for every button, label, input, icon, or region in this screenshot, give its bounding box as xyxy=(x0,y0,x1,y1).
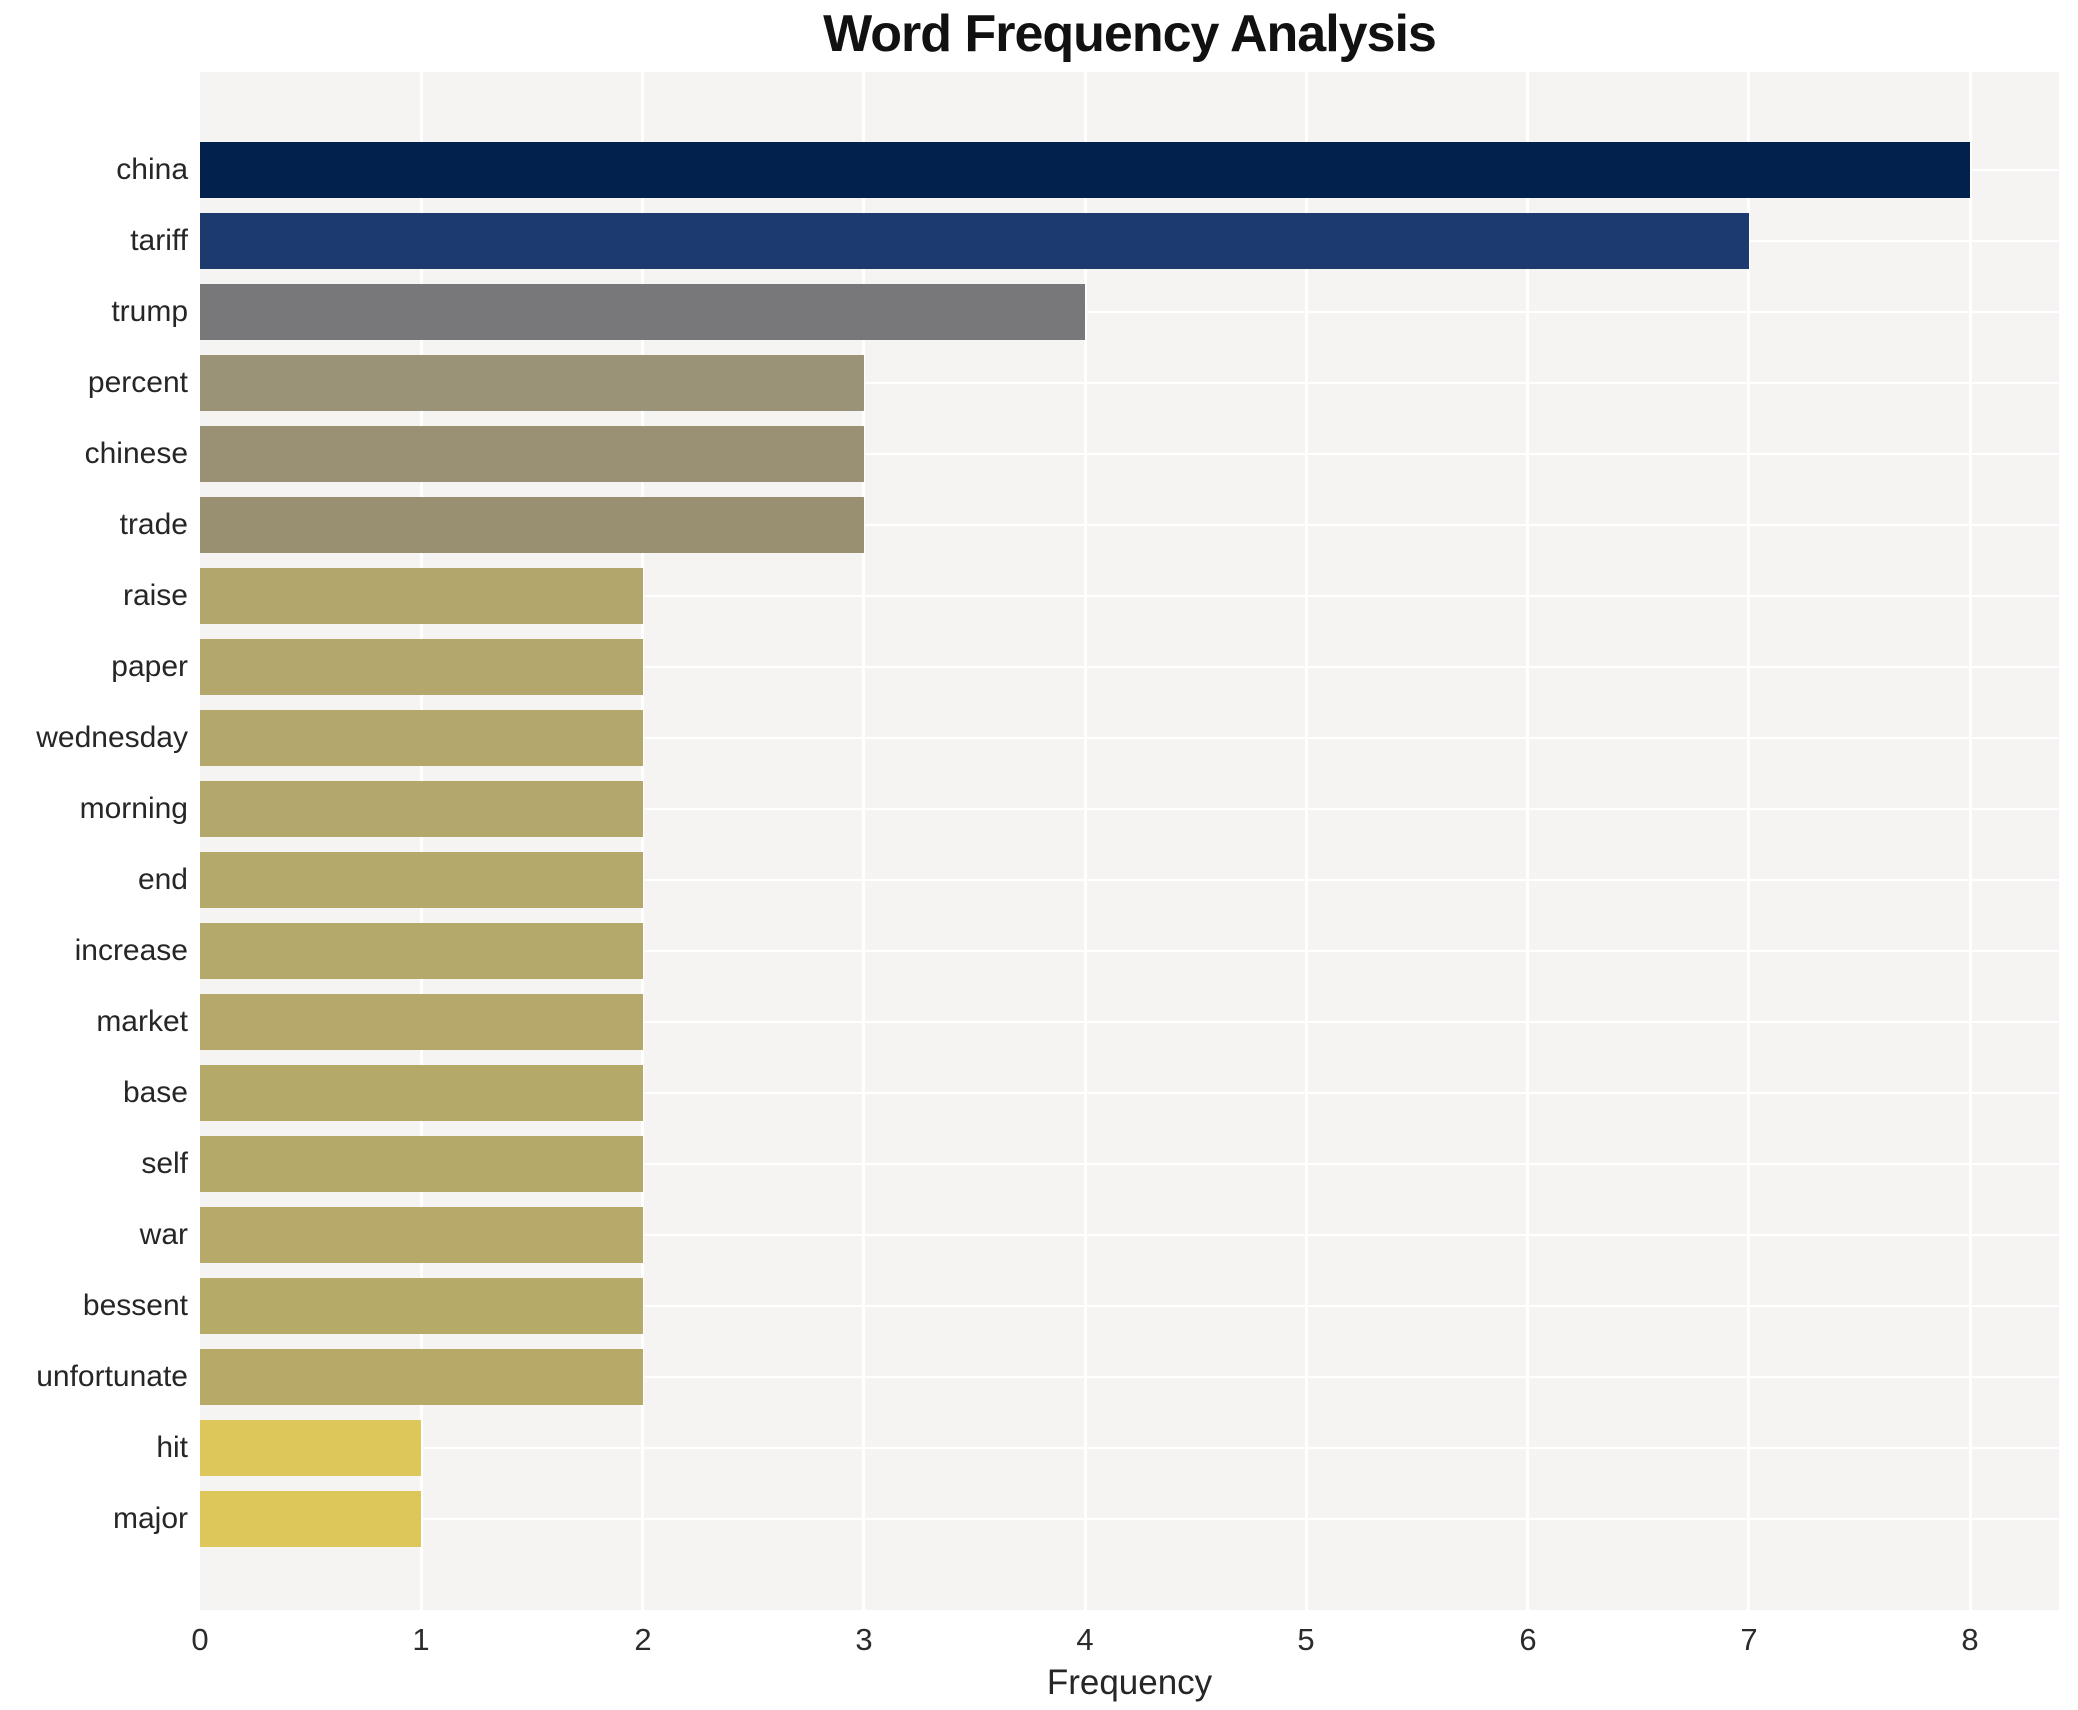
y-axis-label-percent: percent xyxy=(87,366,188,399)
gridline-horizontal xyxy=(200,666,2059,668)
gridline-horizontal xyxy=(200,1447,2059,1449)
bar-paper xyxy=(200,639,643,695)
bar-bessent xyxy=(200,1278,643,1334)
x-tick-label-6: 6 xyxy=(1519,1622,1537,1657)
x-tick-label-8: 8 xyxy=(1961,1622,1979,1657)
gridline-horizontal xyxy=(200,595,2059,597)
bar-trade xyxy=(200,497,864,553)
y-axis-label-morning: morning xyxy=(79,792,188,825)
bar-hit xyxy=(200,1420,421,1476)
y-axis-label-increase: increase xyxy=(74,934,188,967)
y-axis-label-wednesday: wednesday xyxy=(36,721,188,754)
gridline-vertical xyxy=(1084,72,1087,1610)
y-axis-label-chinese: chinese xyxy=(84,437,188,470)
bar-unfortunate xyxy=(200,1349,643,1405)
gridline-horizontal xyxy=(200,1305,2059,1307)
y-axis-label-trump: trump xyxy=(111,295,188,328)
y-axis-label-tariff: tariff xyxy=(130,224,188,257)
y-axis-label-major: major xyxy=(112,1502,188,1535)
y-axis-label-market: market xyxy=(96,1005,188,1038)
gridline-vertical xyxy=(1969,72,1972,1610)
bar-self xyxy=(200,1136,643,1192)
y-axis-label-unfortunate: unfortunate xyxy=(36,1360,188,1393)
bar-base xyxy=(200,1065,643,1121)
gridline-horizontal xyxy=(200,1163,2059,1165)
plot-area xyxy=(200,72,2059,1610)
gridline-vertical xyxy=(1747,72,1750,1610)
x-tick-label-1: 1 xyxy=(412,1622,430,1657)
gridline-vertical xyxy=(420,72,423,1610)
x-tick-label-3: 3 xyxy=(855,1622,873,1657)
gridline-horizontal xyxy=(200,879,2059,881)
x-axis-title: Frequency xyxy=(1046,1663,1213,1702)
gridline-horizontal xyxy=(200,737,2059,739)
bar-chinese xyxy=(200,426,864,482)
y-axis-label-china: china xyxy=(116,153,188,186)
bar-wednesday xyxy=(200,710,643,766)
gridline-vertical xyxy=(641,72,644,1610)
gridline-horizontal xyxy=(200,1518,2059,1520)
chart-title: Word Frequency Analysis xyxy=(823,5,1437,63)
gridline-horizontal xyxy=(200,950,2059,952)
y-axis-label-paper: paper xyxy=(111,650,188,683)
x-tick-label-2: 2 xyxy=(634,1622,652,1657)
bar-raise xyxy=(200,568,643,624)
y-axis-label-war: war xyxy=(139,1218,188,1251)
gridline-horizontal xyxy=(200,382,2059,384)
gridline-horizontal xyxy=(200,524,2059,526)
gridline-vertical xyxy=(862,72,865,1610)
bar-trump xyxy=(200,284,1085,340)
gridline-horizontal xyxy=(200,808,2059,810)
y-axis-label-hit: hit xyxy=(156,1431,188,1464)
gridline-horizontal xyxy=(200,1021,2059,1023)
x-tick-label-7: 7 xyxy=(1740,1622,1758,1657)
bar-end xyxy=(200,852,643,908)
y-axis-label-end: end xyxy=(137,863,188,896)
gridline-vertical xyxy=(1305,72,1308,1610)
gridline-horizontal xyxy=(200,1376,2059,1378)
y-axis-label-raise: raise xyxy=(122,579,188,612)
x-tick-label-0: 0 xyxy=(191,1622,209,1657)
y-axis-label-base: base xyxy=(122,1076,188,1109)
gridline-vertical xyxy=(1526,72,1529,1610)
bar-major xyxy=(200,1491,421,1547)
x-tick-label-5: 5 xyxy=(1297,1622,1315,1657)
bar-percent xyxy=(200,355,864,411)
gridline-horizontal xyxy=(200,311,2059,313)
y-axis-label-self: self xyxy=(141,1147,188,1180)
y-axis-label-bessent: bessent xyxy=(82,1289,188,1322)
bar-morning xyxy=(200,781,643,837)
bar-market xyxy=(200,994,643,1050)
gridline-horizontal xyxy=(200,1092,2059,1094)
bar-war xyxy=(200,1207,643,1263)
bar-tariff xyxy=(200,213,1749,269)
x-tick-label-4: 4 xyxy=(1076,1622,1094,1657)
y-axis-label-trade: trade xyxy=(119,508,188,541)
bar-increase xyxy=(200,923,643,979)
bar-china xyxy=(200,142,1970,198)
gridline-horizontal xyxy=(200,453,2059,455)
gridline-horizontal xyxy=(200,1234,2059,1236)
